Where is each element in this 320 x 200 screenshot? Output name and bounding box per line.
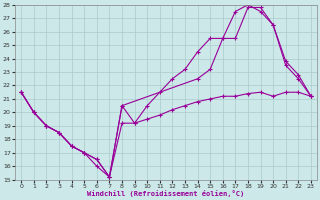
X-axis label: Windchill (Refroidissement éolien,°C): Windchill (Refroidissement éolien,°C) — [87, 190, 245, 197]
